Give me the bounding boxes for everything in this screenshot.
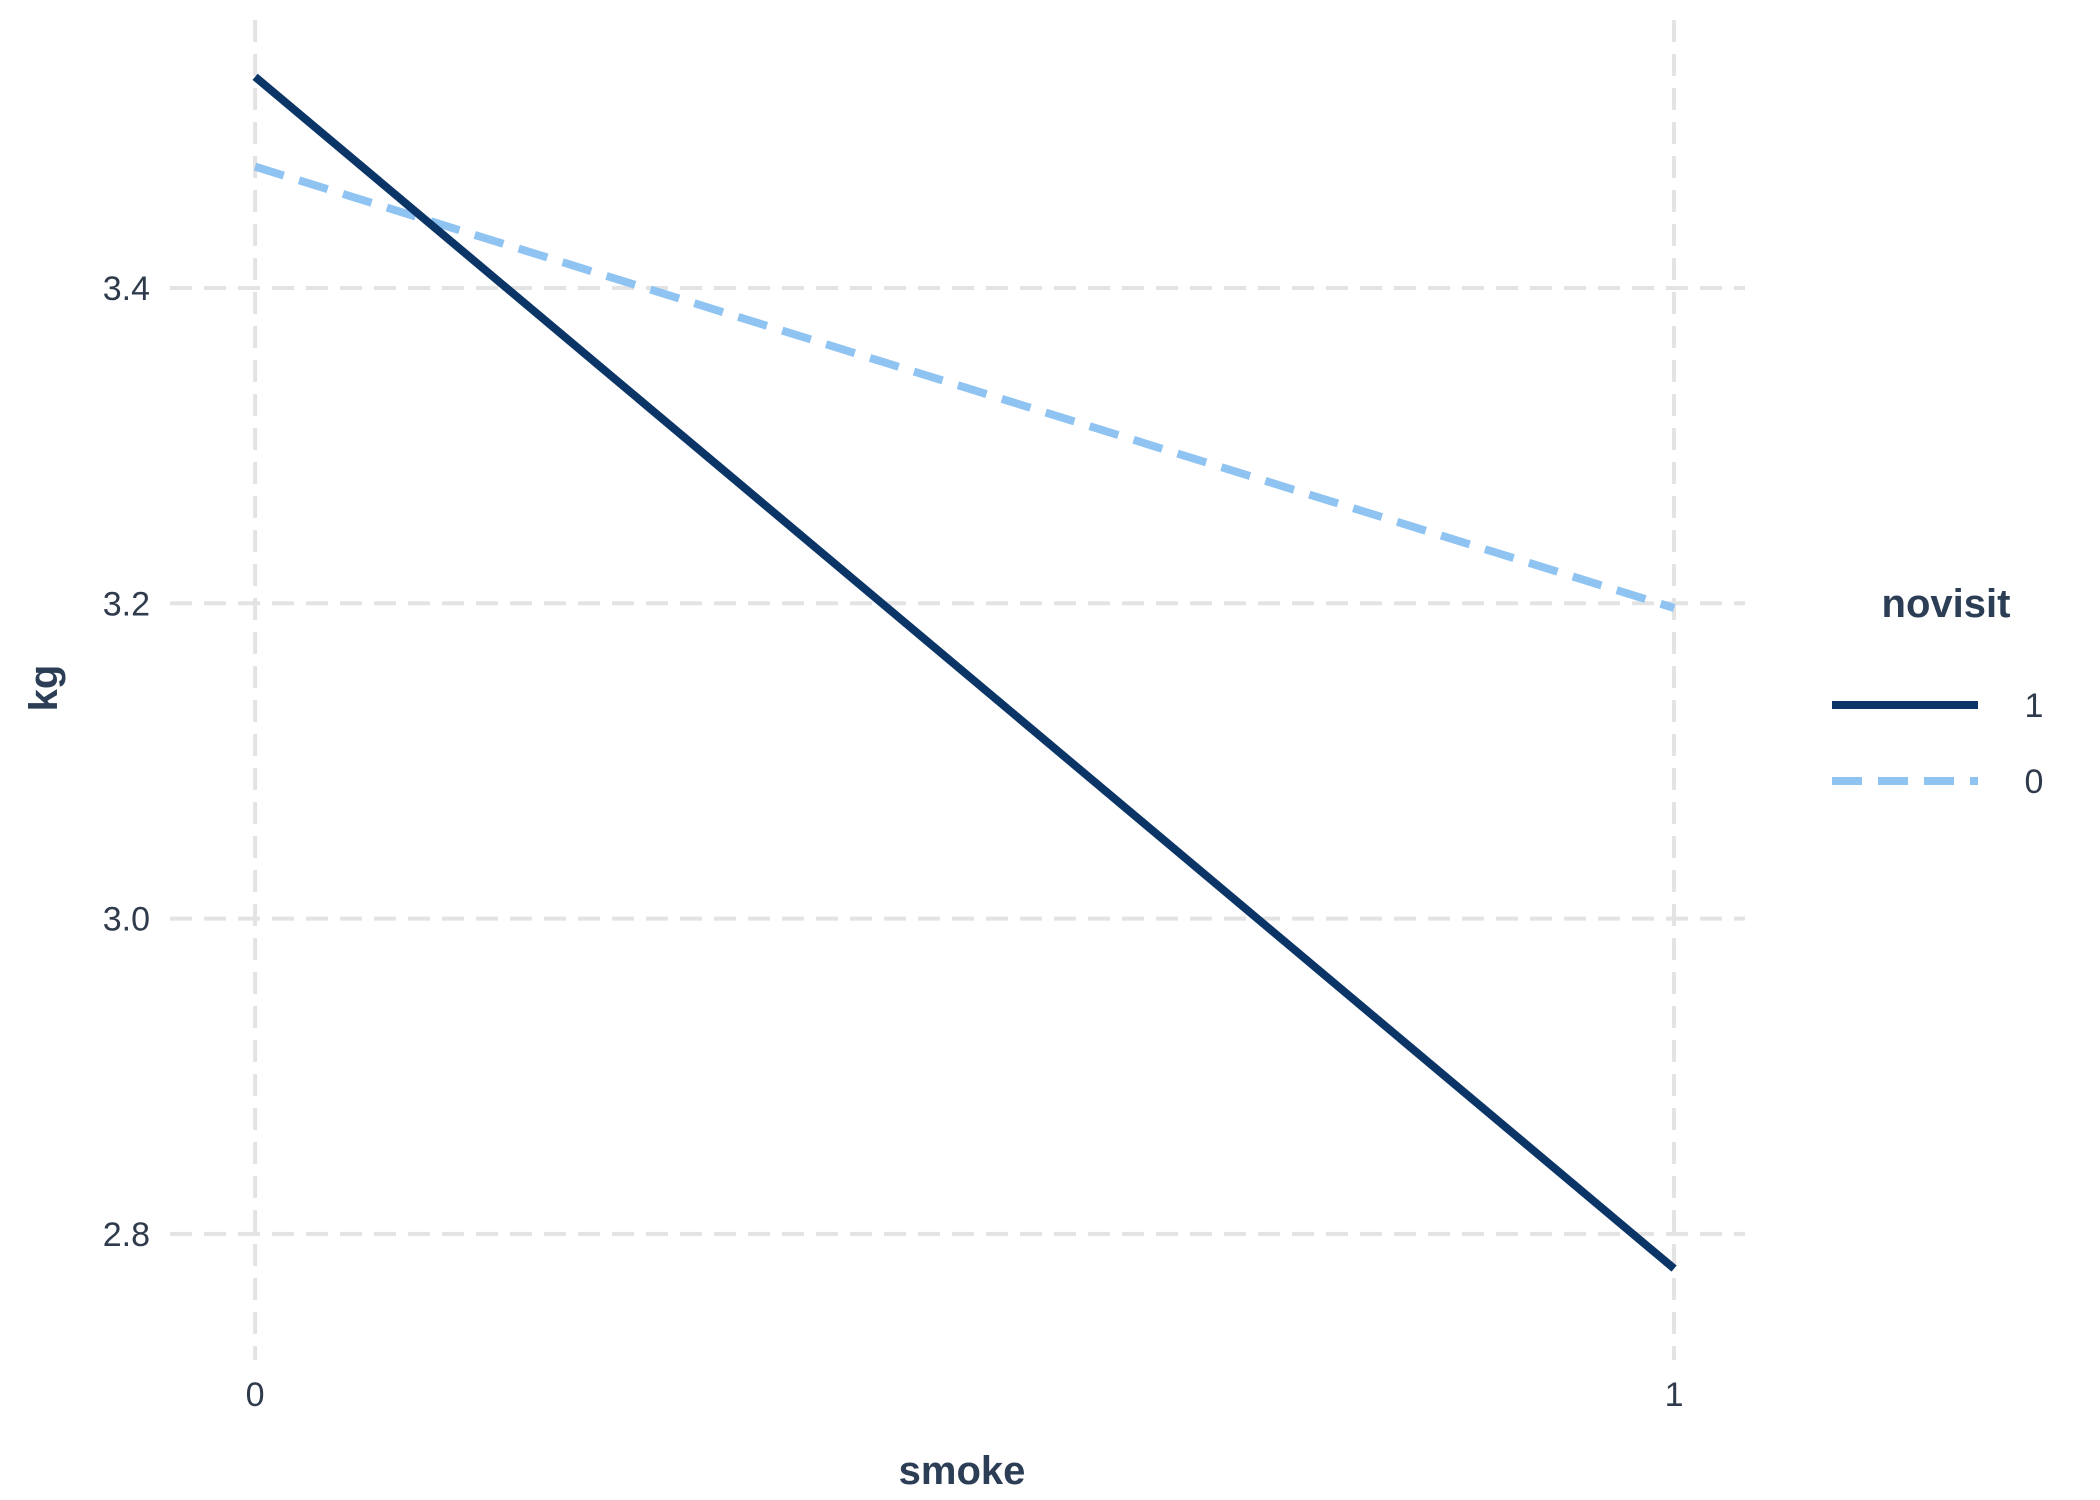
series-line-novisit-1 [252, 73, 1677, 1272]
legend-title: novisit [1882, 582, 2011, 626]
legend-item: 0 [1832, 763, 2043, 801]
x-tick-label: 1 [1665, 1376, 1684, 1414]
legend-label: 0 [2025, 763, 2044, 801]
series-line-novisit-0 [253, 162, 1676, 612]
grid-lines [170, 20, 1745, 1360]
x-tick-label: 0 [246, 1376, 265, 1414]
legend-items: 10 [1832, 687, 2043, 801]
legend-item: 1 [1832, 687, 2043, 725]
legend: novisit 10 [1832, 582, 2043, 801]
x-axis-title: smoke [899, 1449, 1026, 1493]
y-tick-label: 2.8 [103, 1216, 150, 1254]
y-tick-label: 3.0 [103, 901, 150, 939]
legend-label: 1 [2025, 687, 2044, 725]
y-tick-label: 3.2 [103, 585, 150, 623]
y-axis-ticks: 2.8 3.0 3.2 3.4 [103, 270, 150, 1254]
series-lines [252, 73, 1677, 1272]
y-tick-label: 3.4 [103, 270, 150, 308]
y-axis-title: kg [22, 665, 66, 712]
